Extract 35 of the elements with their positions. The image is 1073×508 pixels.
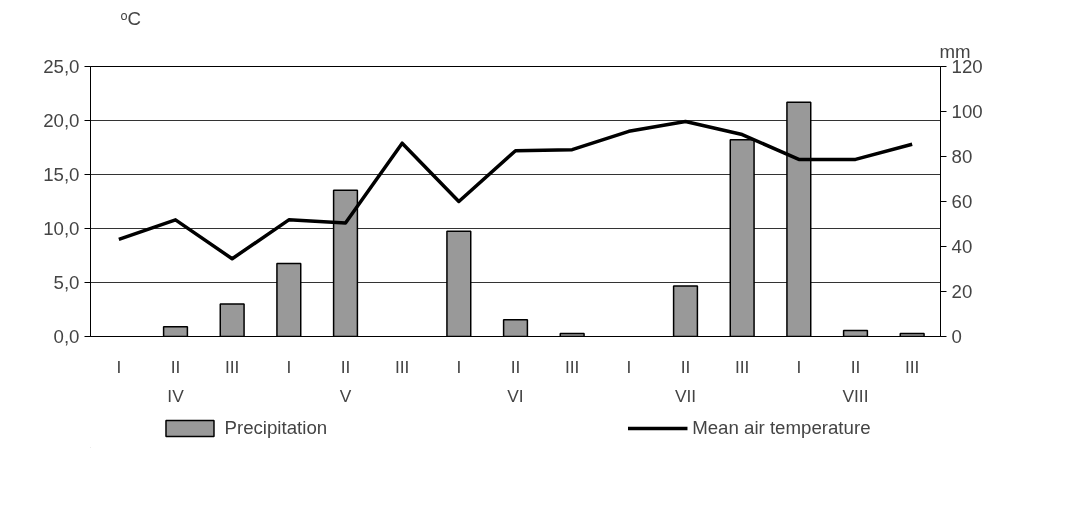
x-tick-label: II [170,356,181,377]
text: VII [674,385,697,406]
x-tick-label: II [850,356,861,377]
y-tick-label: 20,0 [43,110,80,131]
x-tick-label: III [564,356,580,377]
y-tick-label: 25,0 [43,56,80,77]
text: VI [507,385,524,406]
y2-tick-label: 100 [951,101,983,122]
x-tick-label: I [286,356,292,377]
y2-tick-label: 60 [951,191,973,212]
x-tick-label: I [456,356,462,377]
y-axis-title: ᵒC [120,7,142,29]
y2-tick-label: 40 [951,236,973,257]
x-tick-label: II [680,356,691,377]
x-tick-label: III [224,356,240,377]
x-tick-label: I [796,356,802,377]
y-tick-label: 15,0 [43,164,80,185]
legend-label: Precipitation [224,417,328,439]
y-tick-label: 0,0 [53,326,80,347]
x-tick-label: II [340,356,351,377]
x-tick-label: III [394,356,410,377]
x-tick-label: I [116,356,122,377]
y2-tick-label: 80 [951,146,973,167]
x-tick-label: III [904,356,920,377]
y-tick-label: 10,0 [43,218,80,239]
y-tick-label: 5,0 [53,272,80,293]
y2-tick-label: 0 [951,326,962,347]
x-tick-label: II [510,356,521,377]
text: VIII [842,385,869,406]
x-tick-label: I [626,356,632,377]
legend-label: Mean air temperature [692,417,871,439]
text: V [339,385,352,406]
x-tick-label: III [734,356,750,377]
y2-tick-label: 20 [951,281,973,302]
text: IV [167,385,185,406]
